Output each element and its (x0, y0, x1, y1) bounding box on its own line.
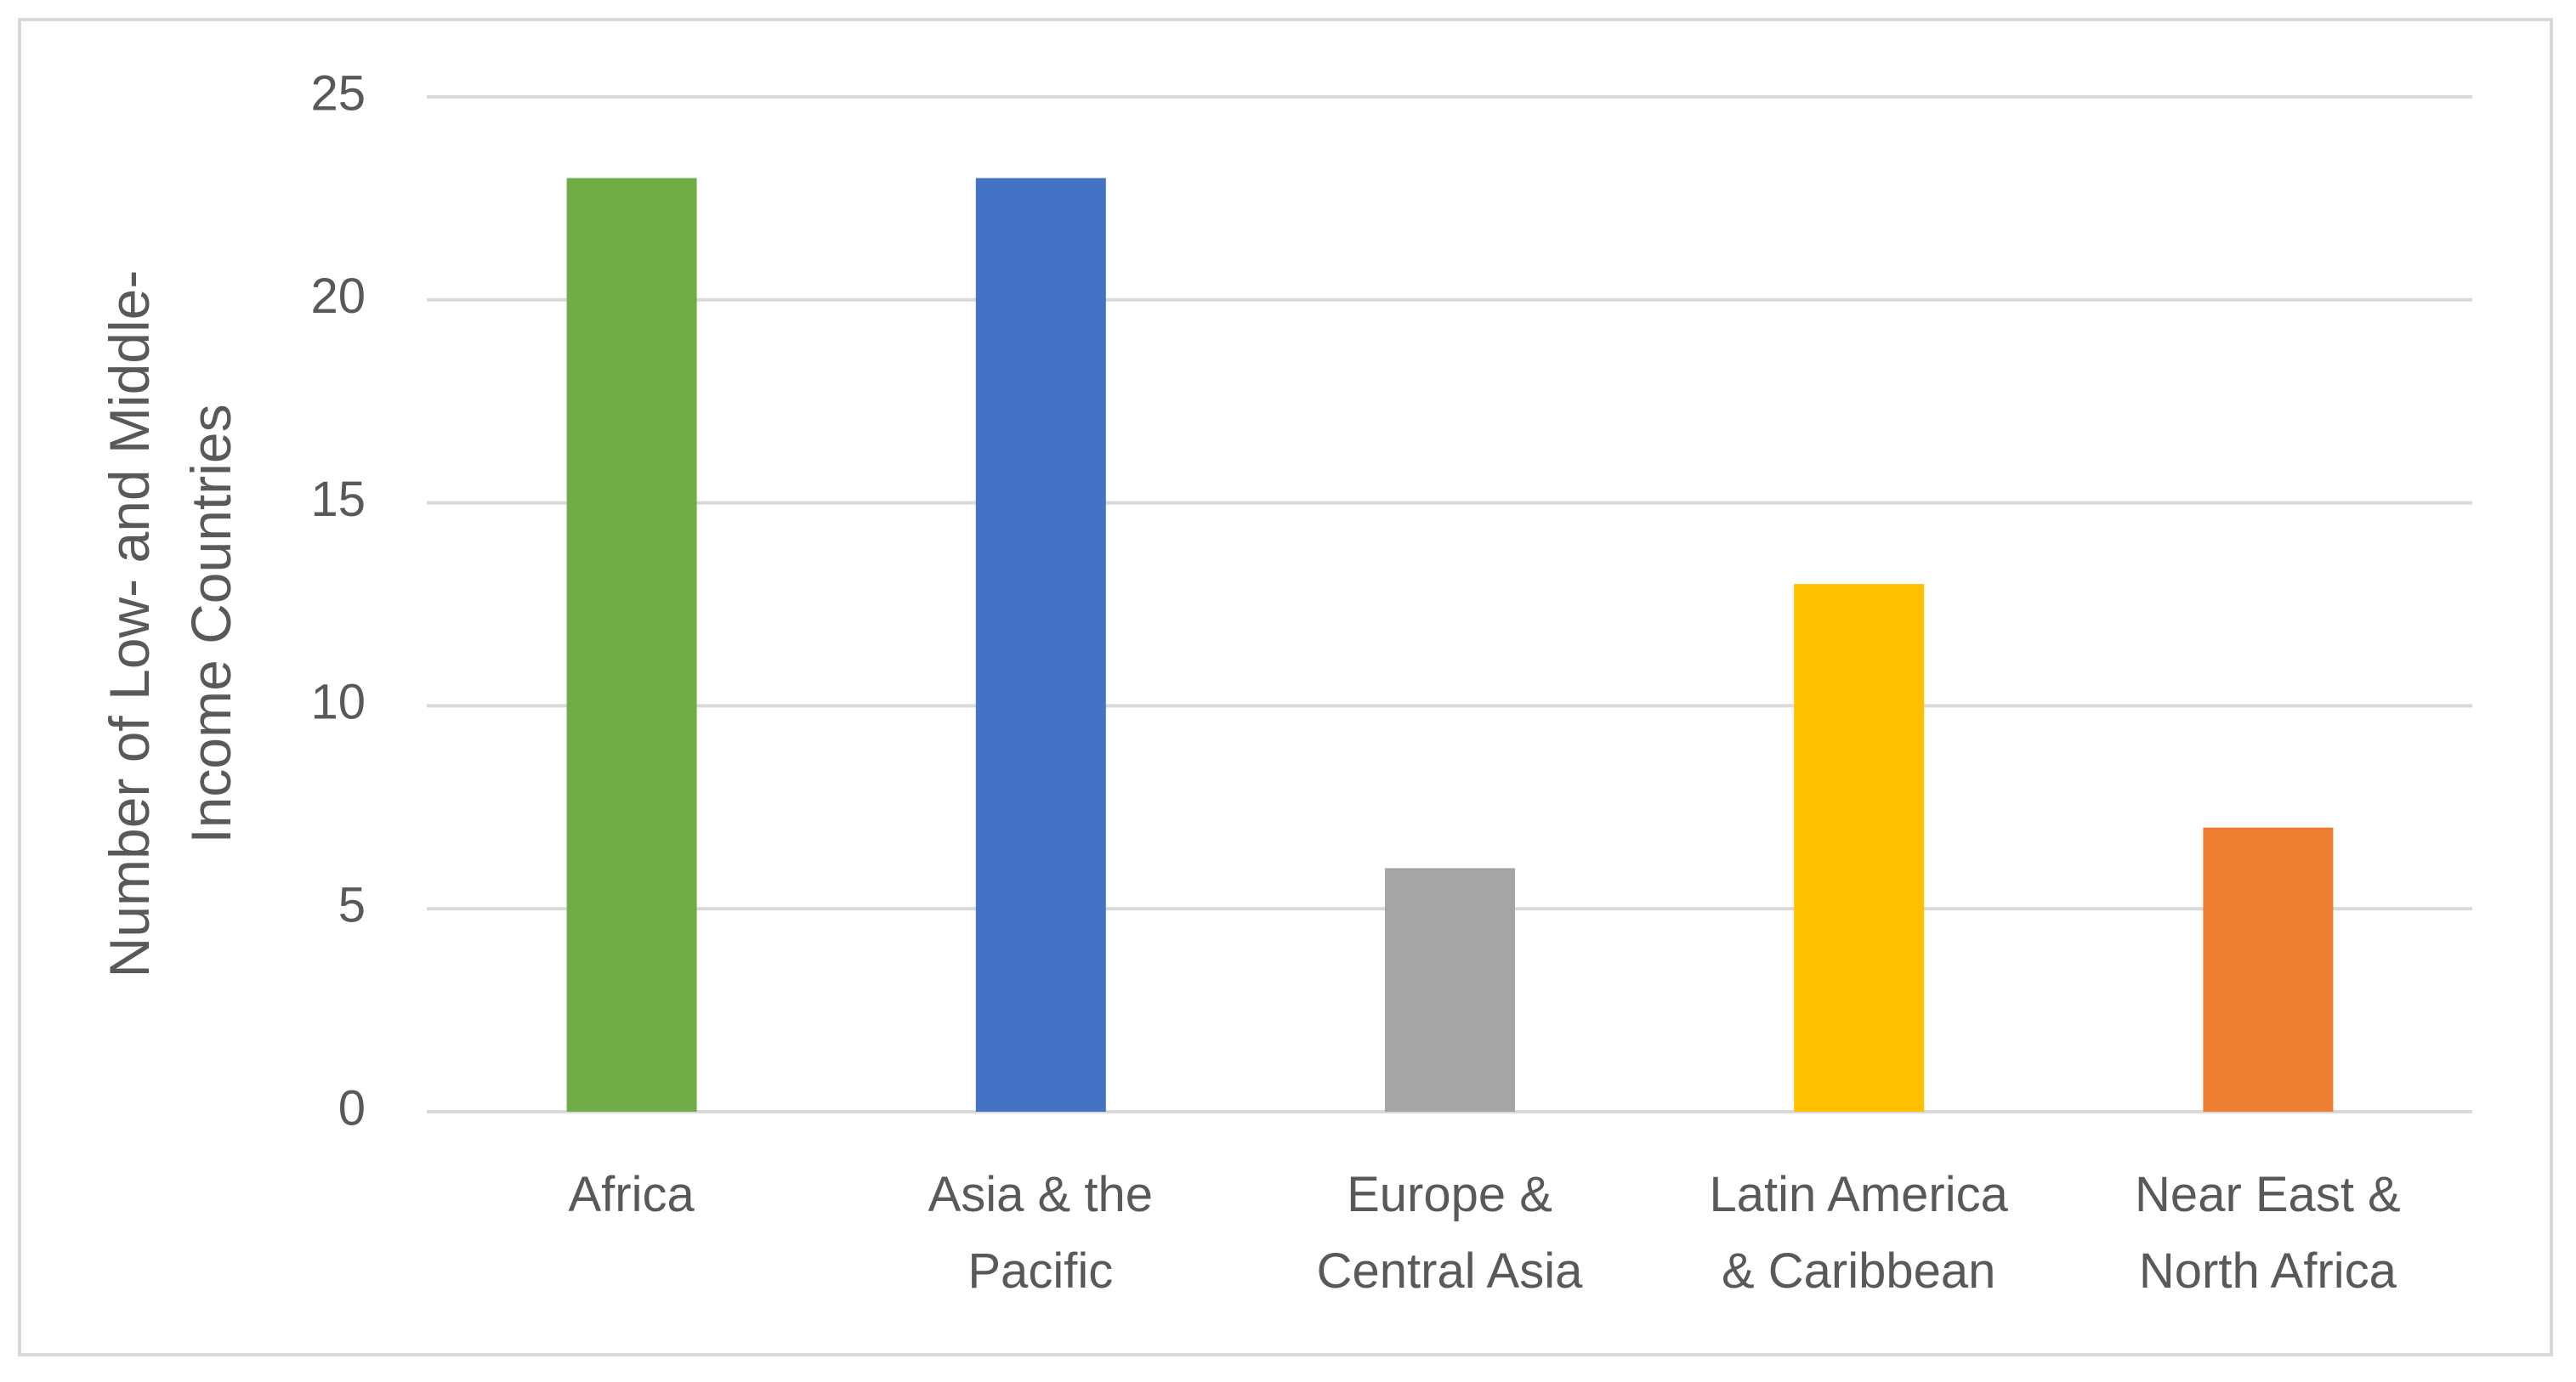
x-tick-label-line: & Caribbean (1722, 1243, 1995, 1299)
x-tick-label-line: Africa (568, 1167, 695, 1222)
y-tick-label: 20 (310, 269, 366, 324)
bar (1794, 584, 1925, 1112)
bar (975, 178, 1106, 1112)
x-tick-label: Africa (568, 1167, 695, 1222)
x-tick-label-line: Latin America (1709, 1167, 2008, 1222)
x-tick-label: Near East & North Africa (2135, 1167, 2401, 1299)
bar (2203, 827, 2334, 1112)
bar (1385, 868, 1515, 1112)
x-tick-label-line: Central Asia (1317, 1243, 1583, 1299)
x-tick-label-line: Pacific (967, 1243, 1113, 1299)
y-tick-label: 5 (338, 878, 366, 933)
x-tick-label-line: Asia & the (928, 1167, 1153, 1222)
x-tick-label-line: Europe & (1347, 1167, 1552, 1222)
x-tick-label: Latin America & Caribbean (1709, 1167, 2008, 1299)
chart-border (18, 18, 2553, 1357)
y-tick-label: 0 (338, 1080, 366, 1136)
y-tick-label: 15 (310, 472, 366, 527)
x-tick-label-line: North Africa (2139, 1243, 2397, 1299)
x-tick-label: Asia & the Pacific (928, 1167, 1153, 1299)
bar (566, 178, 697, 1112)
x-tick-label: Europe & Central Asia (1317, 1167, 1583, 1299)
y-axis-label: Number of Low- and Middle- Income Countri… (98, 270, 242, 978)
y-axis-label-line: Income Countries (179, 404, 242, 843)
y-tick-label: 10 (310, 675, 366, 730)
y-axis-label-line: Number of Low- and Middle- (98, 270, 161, 978)
x-tick-label-line: Near East & (2135, 1167, 2401, 1222)
y-tick-label: 25 (310, 65, 366, 121)
